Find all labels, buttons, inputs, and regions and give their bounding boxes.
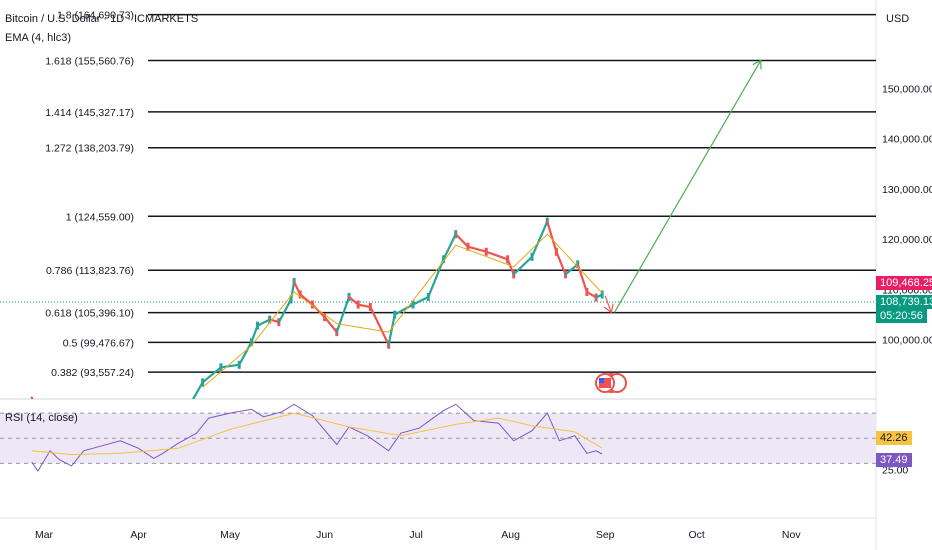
- fib-level-label: 1.8 (164,690.73): [57, 10, 134, 22]
- price-segment: [256, 318, 271, 327]
- price-segment: [323, 315, 338, 334]
- price-segment: [387, 313, 396, 346]
- fib-level-label: 1.272 (138,203.79): [45, 143, 134, 155]
- rsi-pane: 25.00: [0, 403, 908, 477]
- price-axis-tick: 130,000.00: [882, 184, 932, 196]
- fib-level-label: 0.786 (113,823.76): [46, 265, 134, 277]
- projection-arrow: [613, 60, 760, 313]
- price-segment: [512, 255, 534, 276]
- price-segment: [546, 220, 558, 253]
- price-axis-tick: 100,000.00: [882, 335, 932, 347]
- fib-level-label: 0.618 (105,396.10): [45, 308, 134, 320]
- fib-level-label: 0.382 (93,557.24): [51, 367, 134, 379]
- price-segment: [555, 250, 567, 276]
- price-segment: [411, 295, 430, 306]
- fib-level-label: 1 (124,559.00): [66, 211, 134, 223]
- last-price-label: 109,468.25: [876, 276, 932, 290]
- price-segment: [299, 293, 314, 306]
- currency-label[interactable]: USD: [886, 13, 910, 25]
- price-segment: [238, 341, 253, 366]
- price-segment: [442, 233, 457, 261]
- price-segment: [454, 233, 470, 248]
- price-segment: [393, 303, 415, 316]
- price-segment: [369, 305, 390, 346]
- price-segment: [564, 263, 579, 276]
- symbol-title[interactable]: Bitcoin / U.S. Dollar · 1D · ICMARKETS: [5, 13, 199, 25]
- time-axis-tick: Oct: [689, 529, 705, 541]
- time-axis-tick: Apr: [130, 529, 147, 541]
- price-segment: [585, 290, 598, 299]
- candle-body: [600, 290, 604, 299]
- price-segment: [485, 250, 509, 261]
- price-segment: [357, 303, 372, 309]
- ema-series: [202, 233, 603, 388]
- price-segment: [335, 295, 351, 334]
- price-axis-tick: 150,000.00: [882, 83, 932, 95]
- down-arrow: [605, 295, 611, 313]
- flag-event-icon[interactable]: [595, 373, 627, 393]
- price-segment: [347, 295, 360, 306]
- ema-line: [202, 233, 603, 388]
- price-segment: [191, 381, 204, 399]
- rsi-ma-value-label: 42.26: [876, 431, 912, 445]
- fib-level-label: 1.618 (155,560.76): [45, 55, 134, 67]
- rsi-value-label: 37.49: [876, 453, 912, 467]
- time-axis-tick: Jun: [316, 529, 333, 541]
- rsi-line: [31, 403, 603, 472]
- price-segment: [466, 245, 488, 253]
- time-axis-tick: Nov: [782, 529, 801, 541]
- time-axis-tick: Sep: [596, 529, 615, 541]
- time-axis-tick: Jul: [409, 529, 422, 541]
- price-series: [30, 217, 604, 399]
- rsi-axis-tick: 25.00: [882, 465, 908, 477]
- time-axis-tick: Aug: [501, 529, 520, 541]
- time-axis: Mar Apr May Jun Jul Aug Sep Oct Nov: [35, 529, 801, 541]
- current-price-label: 108,739.13: [876, 295, 932, 309]
- price-axis-tick: 140,000.00: [882, 134, 932, 146]
- price-segment: [277, 298, 293, 324]
- price-segment: [219, 363, 241, 369]
- price-segment: [427, 258, 445, 299]
- drawing-arrows: [605, 60, 761, 312]
- fib-level-label: 0.5 (99,476.67): [63, 337, 134, 349]
- countdown-label: 05:20:56: [876, 309, 927, 323]
- price-axis-tick: 120,000.00: [882, 234, 932, 246]
- time-axis-tick: Mar: [35, 529, 54, 541]
- rsi-ma-line: [31, 412, 603, 456]
- indicator-legend[interactable]: EMA (4, hlc3): [5, 32, 72, 44]
- price-segment: [530, 220, 549, 258]
- rsi-legend[interactable]: RSI (14, close): [5, 412, 78, 424]
- fib-level-label: 1.414 (145,327.17): [45, 107, 134, 119]
- fibonacci-levels: 1.8 (164,690.73) 1.618 (155,560.76) 1.414 …: [45, 10, 876, 379]
- price-segment: [201, 366, 222, 384]
- time-axis-tick: May: [220, 529, 241, 541]
